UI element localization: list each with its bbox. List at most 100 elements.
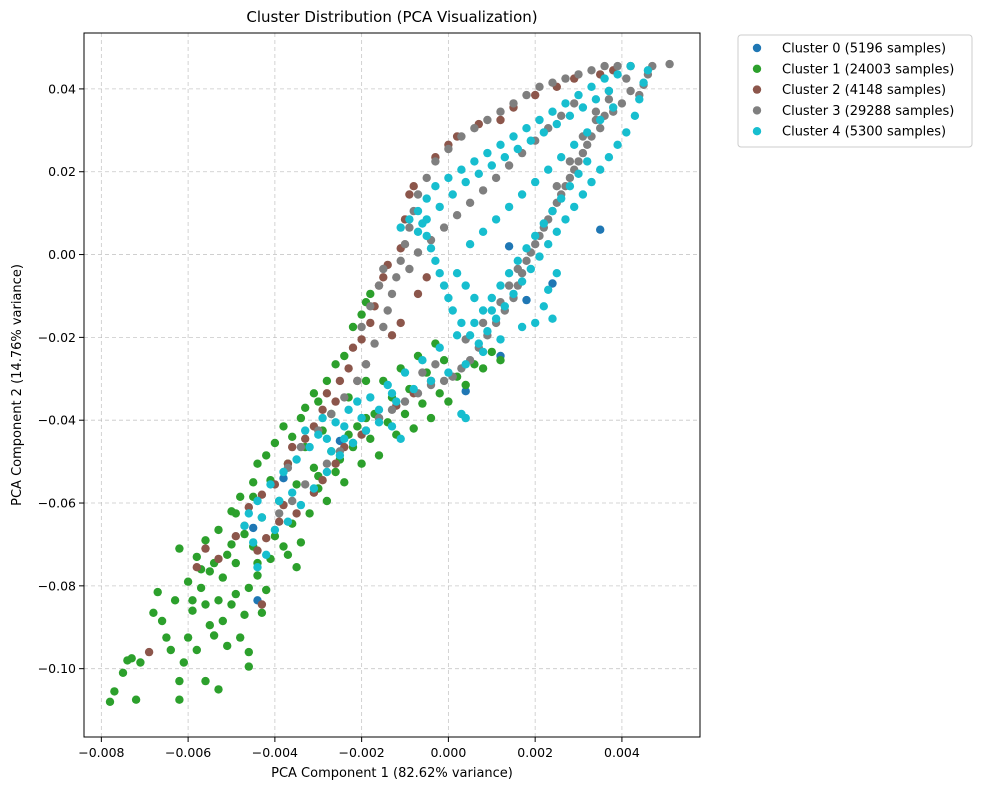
data-point [344,364,353,373]
legend-item: Cluster 3 (29288 samples) [752,104,954,119]
data-point [335,376,345,386]
legend-item: Cluster 2 (4148 samples) [752,83,946,98]
data-point [405,223,414,232]
data-point [340,422,349,431]
data-point [253,563,262,572]
data-point [426,376,436,386]
data-point [531,177,540,187]
data-point [253,459,262,468]
data-point [504,281,514,290]
data-point [183,633,193,642]
y-axis-label: PCA Component 2 (14.76% variance) [10,264,25,506]
data-point [557,194,566,203]
data-point [275,517,284,526]
data-point [457,132,466,141]
y-tick-label: −0.10 [38,661,76,676]
data-point [422,173,431,183]
legend-label: Cluster 1 (24003 samples) [782,62,954,77]
data-point [465,331,475,340]
data-point [596,225,605,234]
data-point [413,206,423,216]
data-point [609,103,618,112]
data-point [431,157,440,166]
data-point [552,227,561,236]
series-cluster-0 [249,225,605,605]
data-point [413,248,423,257]
data-point [544,240,553,249]
legend-label: Cluster 3 (29288 samples) [782,104,954,119]
data-point [539,128,548,137]
data-point [478,186,488,195]
data-point [236,633,245,642]
data-point [374,418,384,427]
data-point [552,119,561,129]
data-point [387,289,397,299]
data-point [491,314,501,323]
data-point [535,82,544,92]
data-point [591,107,601,116]
data-point [400,409,410,419]
data-point [400,397,410,406]
data-point [357,335,366,344]
data-point [331,397,340,406]
data-point [192,552,201,562]
data-point [292,509,301,518]
data-point [175,695,184,704]
data-point [596,115,605,125]
data-point [348,322,358,332]
data-point [374,405,384,414]
data-point [513,256,522,265]
data-point [487,347,496,357]
data-point [517,277,527,286]
x-tick-label: −0.004 [252,745,298,760]
data-point [301,480,310,489]
data-point [188,596,197,605]
data-point [175,544,184,553]
data-point [413,227,423,236]
data-point [461,281,470,290]
data-point [617,99,627,108]
data-point [175,676,184,686]
data-point [257,608,267,617]
data-point [131,695,141,704]
data-point [301,434,310,443]
data-point [552,182,561,191]
data-point [236,492,245,501]
data-point [288,488,297,497]
data-point [444,144,453,154]
series-cluster-4 [240,61,653,572]
data-point [418,399,427,408]
data-point [240,521,249,530]
data-point [205,621,214,630]
data-point [270,525,280,535]
x-tick-label: 0.000 [430,745,466,760]
data-point [262,534,271,543]
data-point [470,124,479,133]
data-point [231,532,240,541]
data-point [279,467,288,477]
data-point [622,74,631,83]
data-point [192,645,201,655]
data-point [500,153,509,162]
data-point [288,432,297,441]
data-point [409,182,418,191]
legend-label: Cluster 4 (5300 samples) [782,125,946,140]
data-point [231,558,240,568]
data-point [257,490,267,499]
data-point [426,244,436,253]
data-point [305,442,314,452]
data-point [279,422,288,431]
data-point [604,95,614,104]
data-point [444,173,453,183]
data-point [262,585,271,595]
data-point [322,389,332,398]
data-point [596,165,605,174]
legend-marker [752,64,762,74]
data-point [301,403,310,412]
data-point [322,459,332,468]
data-point [435,343,444,352]
data-point [231,509,240,518]
data-point [504,161,514,170]
data-point [578,190,588,199]
data-point [496,107,505,116]
